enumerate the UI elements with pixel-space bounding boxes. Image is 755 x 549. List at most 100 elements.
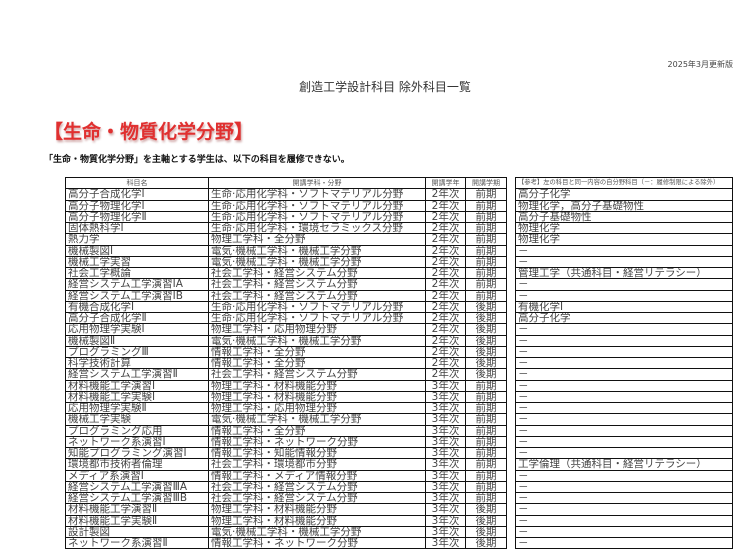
- table-row: 高分子合成化学Ⅱ 生命·応用化学科・ソフトマテリアル分野 2年次 後期: [65, 311, 507, 325]
- cell-reference-course: －: [515, 368, 733, 381]
- ref-row: －: [515, 424, 733, 437]
- cell-reference-course: 管理工学（共通科目・経営リテラシー）: [515, 266, 733, 280]
- cell-year: 2年次: [425, 356, 466, 370]
- header-course-name: 科目名: [65, 176, 209, 190]
- cell-year: 2年次: [425, 188, 466, 201]
- cell-department: 物理工学科・全分野: [208, 233, 426, 246]
- cell-reference-course: －: [515, 334, 733, 347]
- cell-term: 前期: [465, 480, 507, 494]
- cell-year: 2年次: [425, 244, 466, 257]
- ref-row: －: [515, 525, 733, 539]
- ref-row: －: [515, 345, 733, 359]
- ref-row: －: [515, 446, 733, 460]
- cell-course-name: 高分子合成化学Ⅱ: [65, 311, 209, 325]
- cell-department: 電気·機械工学科・機械工学分野: [208, 334, 426, 347]
- cell-reference-course: －: [515, 491, 733, 505]
- cell-term: 前期: [465, 413, 507, 426]
- cell-year: 3年次: [425, 390, 466, 404]
- ref-row: －: [515, 401, 733, 415]
- cell-department: 情報工学科・全分野: [208, 424, 426, 437]
- cell-department: 社会工学科・経営システム分野: [208, 278, 426, 291]
- ref-row: 高分子化学: [515, 188, 733, 201]
- cell-course-name: 応用物理学実験Ⅱ: [65, 401, 209, 415]
- cell-course-name: 経営システム工学演習ⅢA: [65, 480, 209, 494]
- cell-term: 前期: [465, 233, 507, 246]
- section-note: 「生命・物質化学分野」を主軸とする学生は、以下の科目を履修できない。: [44, 155, 350, 165]
- header-department: 開講学科・分野: [208, 176, 426, 190]
- cell-term: 前期: [465, 255, 507, 269]
- cell-department: 物理工学科・材料機能分野: [208, 379, 426, 392]
- cell-reference-course: －: [515, 390, 733, 404]
- cell-year: 3年次: [425, 401, 466, 415]
- cell-department: 情報工学科・ネットワーク分野: [208, 536, 426, 549]
- cell-year: 3年次: [425, 435, 466, 449]
- cell-year: 3年次: [425, 424, 466, 437]
- cell-department: 物理工学科・材料機能分野: [208, 503, 426, 516]
- cell-reference-course: －: [515, 503, 733, 516]
- cell-department: 物理工学科・応用物理分野: [208, 401, 426, 415]
- cell-term: 後期: [465, 536, 507, 549]
- ref-row: －: [515, 255, 733, 269]
- cell-term: 後期: [465, 311, 507, 325]
- cell-year: 2年次: [425, 278, 466, 291]
- cell-department: 電気·機械工学科・機械工学分野: [208, 255, 426, 269]
- cell-term: 後期: [465, 503, 507, 516]
- section-heading: 【生命・物質化学分野】: [44, 121, 254, 143]
- cell-term: 前期: [465, 278, 507, 291]
- table-row: 機械工学実験 電気·機械工学科・機械工学分野 3年次 前期: [65, 413, 507, 426]
- table-header-row: 科目名 開講学科・分野 開講学年 開講学期: [65, 176, 507, 190]
- cell-course-name: ネットワーク系演習Ⅰ: [65, 435, 209, 449]
- ref-row: 高分子基礎物性: [515, 210, 733, 224]
- cell-reference-course: 工学倫理（共通科目・経営リテラシー）: [515, 458, 733, 471]
- cell-course-name: 高分子物理化学Ⅱ: [65, 210, 209, 224]
- cell-term: 前期: [465, 266, 507, 280]
- cell-course-name: 材料機能工学演習Ⅱ: [65, 503, 209, 516]
- cell-department: 生命·応用化学科・ソフトマテリアル分野: [208, 210, 426, 224]
- header-reference: 【参考】左の科目と同一内容の自分野科目（－：履修制限による除外）: [515, 176, 733, 190]
- cell-department: 物理工学科・応用物理分野: [208, 323, 426, 336]
- cell-reference-course: 物理化学: [515, 233, 733, 246]
- cell-department: 電気·機械工学科・機械工学分野: [208, 525, 426, 539]
- table-row: 機械製図Ⅰ 電気·機械工学科・機械工学分野 2年次 前期: [65, 244, 507, 257]
- cell-course-name: 高分子合成化学Ⅰ: [65, 188, 209, 201]
- cell-course-name: 有機合成化学Ⅰ: [65, 300, 209, 314]
- cell-department: 生命·応用化学科・環境セラミックス分野: [208, 221, 426, 235]
- cell-reference-course: －: [515, 255, 733, 269]
- cell-term: 前期: [465, 424, 507, 437]
- cell-term: 後期: [465, 300, 507, 314]
- ref-row: －: [515, 278, 733, 291]
- cell-course-name: 材料機能工学演習Ⅰ: [65, 379, 209, 392]
- cell-reference-course: －: [515, 413, 733, 426]
- table-row: 科学技術計算 情報工学科・全分野 2年次 後期: [65, 356, 507, 370]
- cell-term: 前期: [465, 390, 507, 404]
- cell-year: 3年次: [425, 446, 466, 460]
- cell-department: 物理工学科・材料機能分野: [208, 514, 426, 527]
- cell-term: 前期: [465, 188, 507, 201]
- cell-reference-course: 有機化学Ⅰ: [515, 300, 733, 314]
- cell-reference-course: －: [515, 435, 733, 449]
- cell-term: 前期: [465, 469, 507, 482]
- cell-year: 2年次: [425, 233, 466, 246]
- ref-row: 有機化学Ⅰ: [515, 300, 733, 314]
- cell-department: 物理工学科・材料機能分野: [208, 390, 426, 404]
- ref-row: 物理化学: [515, 233, 733, 246]
- table-row: ネットワーク系演習Ⅰ 情報工学科・ネットワーク分野 3年次 前期: [65, 435, 507, 449]
- ref-row: －: [515, 435, 733, 449]
- table-row: 経営システム工学演習ⅠB 社会工学科・経営システム分野 2年次 前期: [65, 289, 507, 302]
- ref-row: －: [515, 289, 733, 302]
- ref-row: －: [515, 356, 733, 370]
- cell-course-name: 機械製図Ⅰ: [65, 244, 209, 257]
- cell-term: 前期: [465, 244, 507, 257]
- cell-department: 生命·応用化学科・ソフトマテリアル分野: [208, 188, 426, 201]
- cell-course-name: 機械工学実験: [65, 413, 209, 426]
- cell-term: 後期: [465, 334, 507, 347]
- cell-course-name: 材料機能工学実験Ⅰ: [65, 390, 209, 404]
- cell-year: 3年次: [425, 525, 466, 539]
- cell-year: 2年次: [425, 311, 466, 325]
- cell-term: 前期: [465, 401, 507, 415]
- cell-reference-course: －: [515, 289, 733, 302]
- cell-reference-course: 高分子化学: [515, 188, 733, 201]
- ref-row: 高分子化学: [515, 311, 733, 325]
- table-row: 材料機能工学実験Ⅰ 物理工学科・材料機能分野 3年次 前期: [65, 390, 507, 404]
- cell-course-name: ネットワーク系演習Ⅱ: [65, 536, 209, 549]
